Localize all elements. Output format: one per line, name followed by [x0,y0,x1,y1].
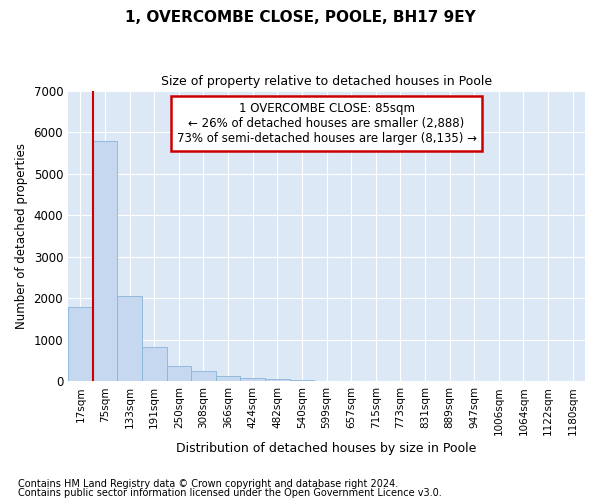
X-axis label: Distribution of detached houses by size in Poole: Distribution of detached houses by size … [176,442,477,455]
Bar [68,306,92,382]
Bar [216,376,241,382]
Bar [92,142,117,382]
Y-axis label: Number of detached properties: Number of detached properties [15,143,28,329]
Bar [290,380,314,382]
Bar [142,346,167,382]
Bar [167,366,191,382]
Text: 1 OVERCOMBE CLOSE: 85sqm
← 26% of detached houses are smaller (2,888)
73% of sem: 1 OVERCOMBE CLOSE: 85sqm ← 26% of detach… [176,102,476,145]
Text: Contains public sector information licensed under the Open Government Licence v3: Contains public sector information licen… [18,488,442,498]
Bar [117,296,142,382]
Text: 1, OVERCOMBE CLOSE, POOLE, BH17 9EY: 1, OVERCOMBE CLOSE, POOLE, BH17 9EY [125,10,475,25]
Bar [265,378,290,382]
Text: Contains HM Land Registry data © Crown copyright and database right 2024.: Contains HM Land Registry data © Crown c… [18,479,398,489]
Bar [241,378,265,382]
Title: Size of property relative to detached houses in Poole: Size of property relative to detached ho… [161,75,492,88]
Bar [191,372,216,382]
